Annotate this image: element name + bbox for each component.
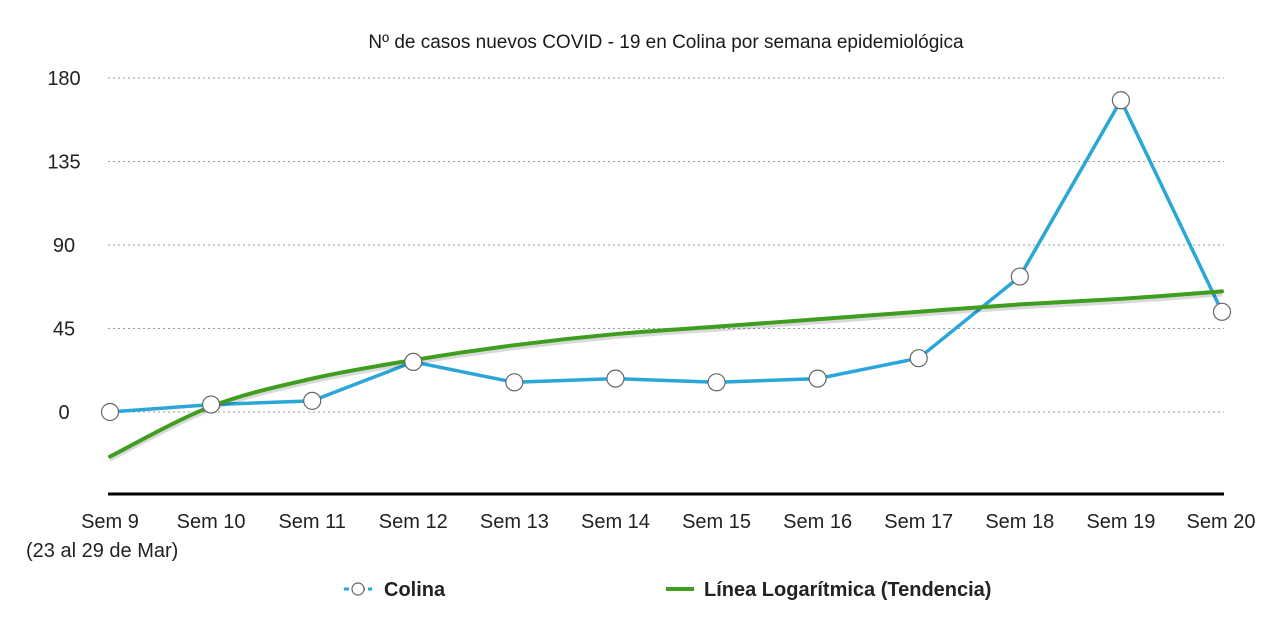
data-point-colina (606, 369, 625, 388)
x-tick-label: Sem 16 (783, 511, 852, 533)
x-tick-label: Sem 13 (480, 511, 549, 533)
x-tick-label: Sem 15 (682, 511, 751, 533)
data-point-colina (404, 352, 423, 371)
legend-marker-colina (351, 582, 365, 596)
data-point-colina (303, 391, 322, 410)
data-point-colina (505, 373, 524, 392)
data-point-colina (707, 373, 726, 392)
data-point-colina (1010, 267, 1029, 286)
data-point-colina (201, 395, 221, 414)
y-tick-label: 0 (58, 402, 69, 424)
x-tick-label: Sem 9 (81, 511, 139, 533)
x-tick-label: Sem 17 (884, 511, 953, 533)
data-point-colina (909, 349, 928, 368)
y-tick-label: 135 (47, 152, 80, 174)
chart-title: Nº de casos nuevos COVID - 19 en Colina … (368, 32, 964, 53)
x-tick-label: Sem 12 (379, 511, 448, 533)
x-tick-label: Sem 11 (278, 511, 345, 533)
data-point-colina (1212, 302, 1232, 321)
legend-label-trend: Línea Logarítmica (Tendencia) (704, 579, 991, 601)
x-tick-label: Sem 20 (1187, 511, 1256, 533)
y-tick-label: 90 (53, 235, 75, 257)
x-tick-note: (23 al 29 de Mar) (26, 540, 178, 562)
data-point-colina (808, 369, 827, 388)
data-point-colina (1111, 91, 1131, 110)
x-tick-label: Sem 18 (985, 511, 1054, 533)
y-tick-label: 45 (53, 319, 75, 341)
legend-label-colina: Colina (384, 579, 446, 601)
series-line-trend (108, 289, 1224, 459)
trendline-shadow (109, 292, 1223, 462)
x-tick-label: Sem 19 (1086, 511, 1155, 533)
series-line-colina (109, 98, 1224, 414)
legend: Colina Línea Logarítmica (Tendencia) (344, 579, 991, 601)
data-point-colina (100, 402, 120, 422)
x-tick-label: Sem 10 (177, 511, 246, 533)
y-tick-label: 180 (47, 68, 80, 90)
x-tick-label: Sem 14 (581, 511, 650, 533)
